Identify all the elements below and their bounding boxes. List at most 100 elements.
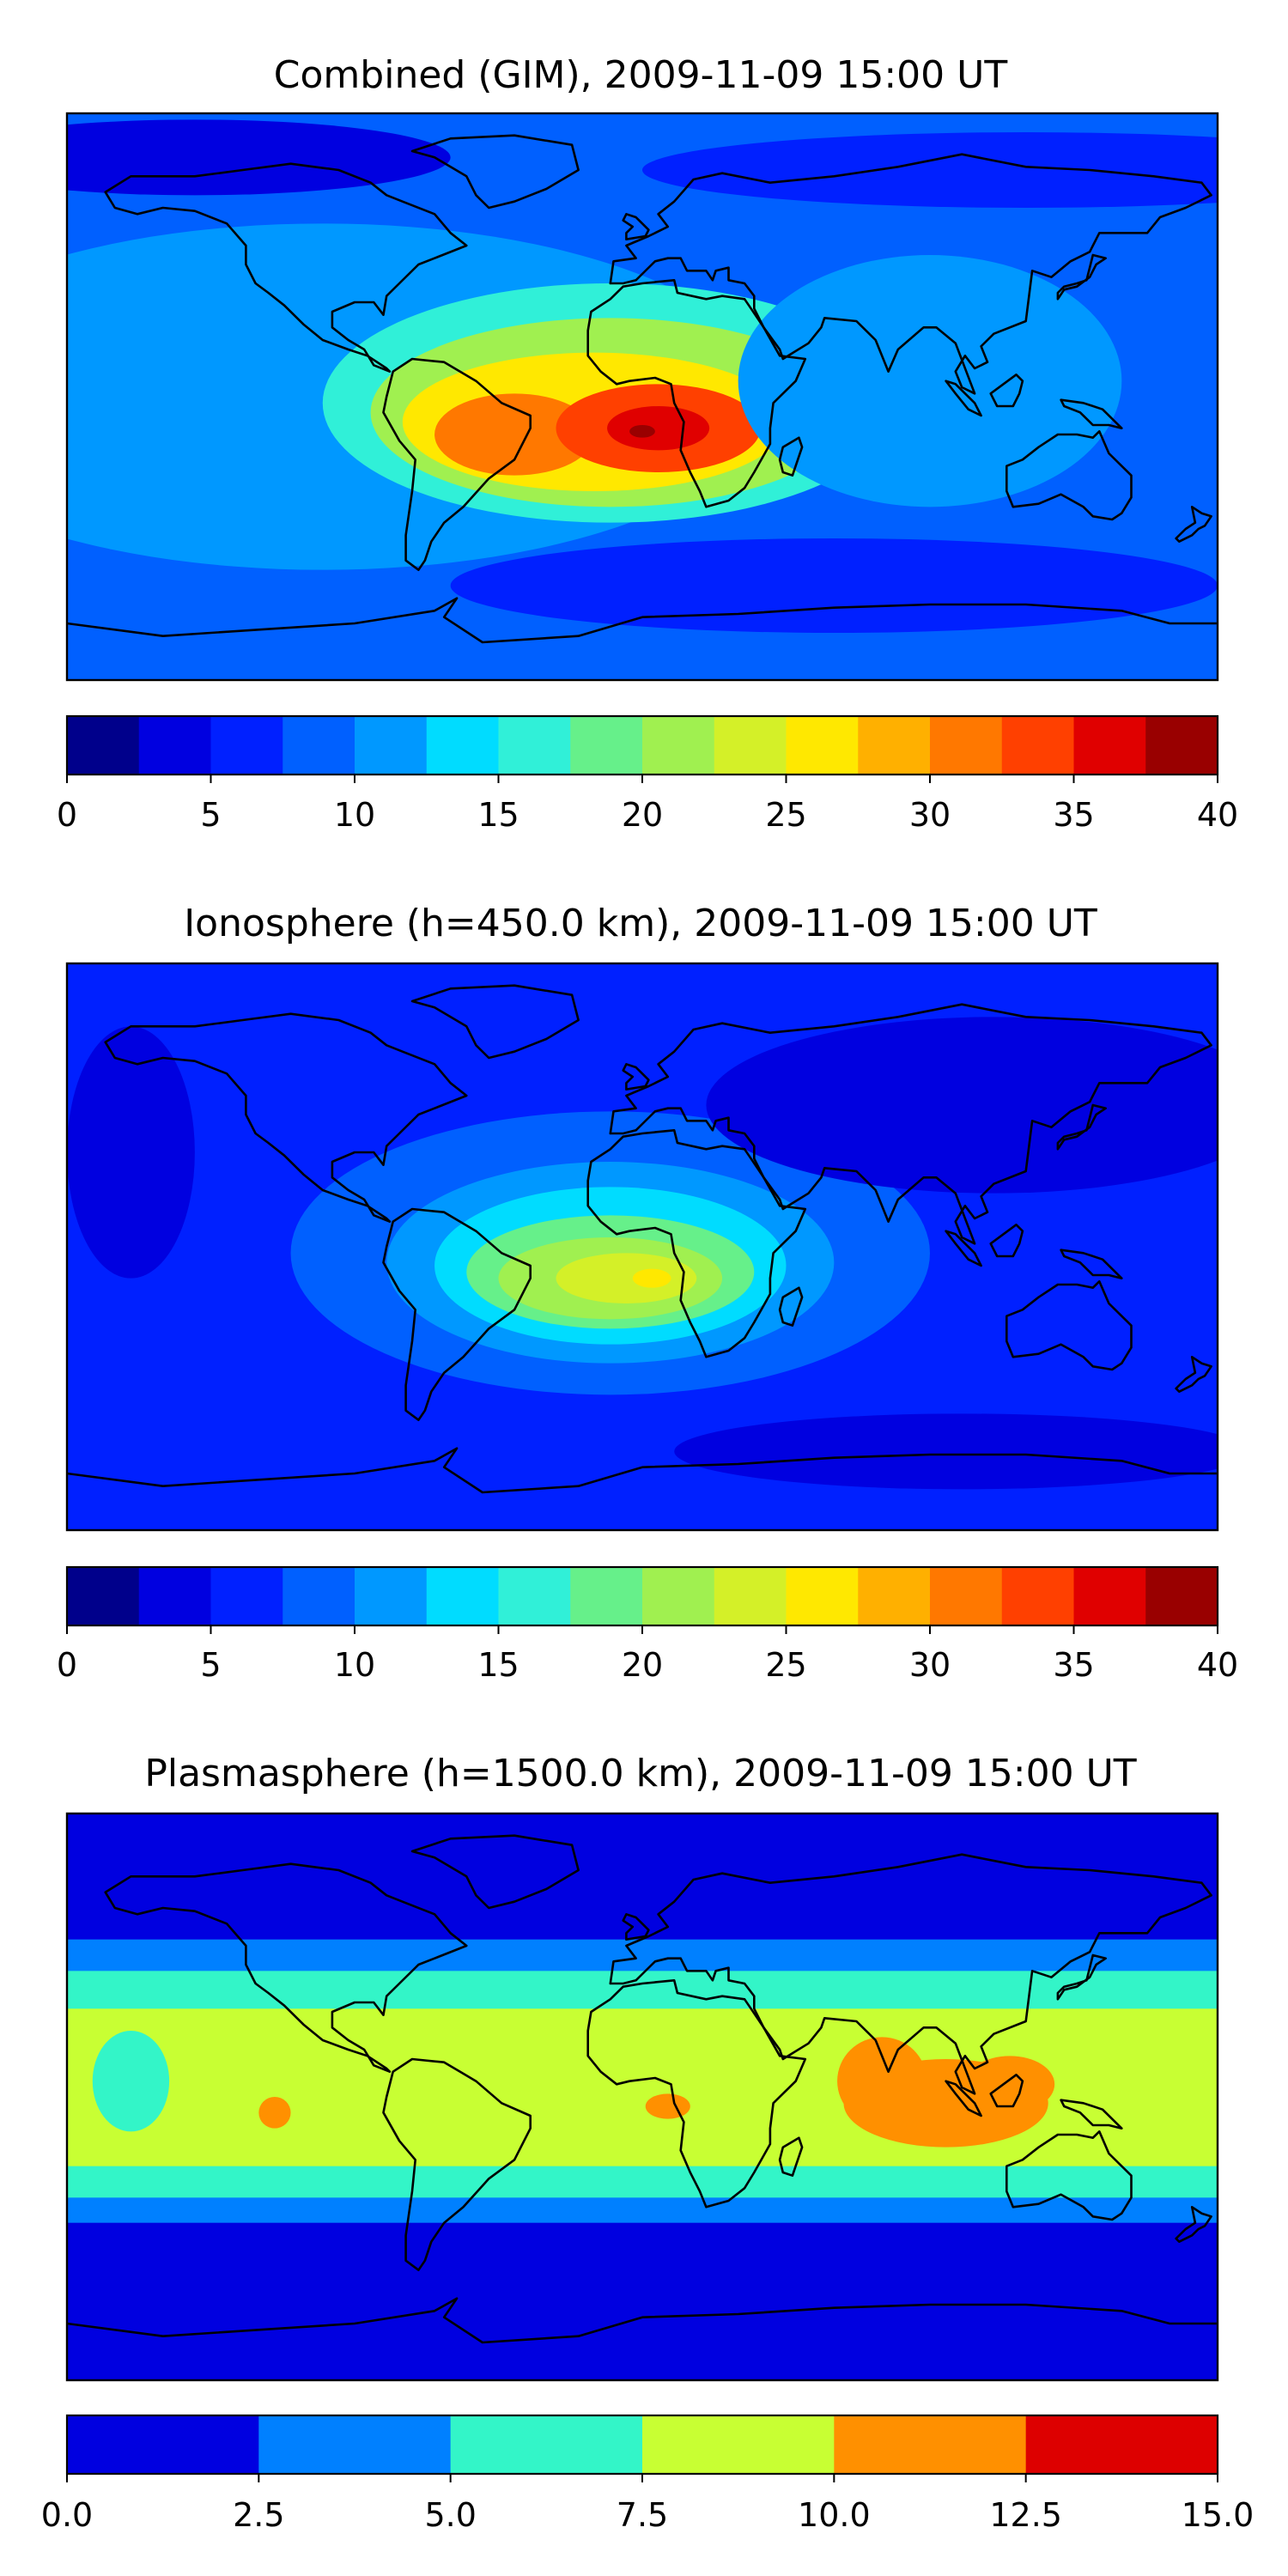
- coastline-antarctica: [67, 597, 1218, 644]
- colorbar-segment: [570, 1567, 643, 1625]
- colorbar: 0.0 2.5 5.0 7.5 10.0 12.5 15.0: [41, 2414, 1255, 2534]
- contour-level: [964, 2056, 1055, 2113]
- colorbar-segment: [858, 716, 931, 775]
- contour-level: [645, 2093, 690, 2119]
- colorbar-tick-label: 15.0: [1182, 2496, 1255, 2534]
- coastline-uk: [622, 1913, 650, 1941]
- coastline-sumatra: [945, 1230, 982, 1267]
- coastline-europe-asia: [609, 1853, 1212, 2095]
- contour-level: [629, 425, 655, 438]
- map-frame: [65, 962, 1219, 1532]
- colorbar-segment: [355, 1567, 428, 1625]
- map-plot: [65, 962, 1219, 1532]
- colorbar-segment: [426, 716, 500, 775]
- colorbar-segment: [210, 1567, 283, 1625]
- colorbar: 0 5 10 15 20 25 30 35 40: [57, 1565, 1238, 1684]
- colorbar-tick-label: 5.0: [424, 2496, 476, 2534]
- coastline-japan: [1056, 1103, 1107, 1151]
- colorbar-segment: [67, 2415, 259, 2474]
- coastline-north-america: [104, 1012, 468, 1223]
- contour-level: [258, 2097, 291, 2129]
- coastline-borneo: [989, 2074, 1024, 2108]
- colorbar-tick-label: 35: [1053, 1646, 1094, 1684]
- colorbar-segment: [930, 1567, 1003, 1625]
- contour-level: [434, 393, 595, 476]
- colorbar-segment: [450, 2415, 643, 2474]
- coastline-north-america: [104, 162, 468, 373]
- panel-title: Plasmasphere (h=1500.0 km), 2009-11-09 1…: [144, 1752, 1136, 1795]
- colorbar-segment: [498, 716, 571, 775]
- coastline-antarctica: [67, 2297, 1218, 2344]
- coastline-africa: [586, 1979, 807, 2208]
- coastline-south-america: [382, 2057, 532, 2271]
- colorbar-segment: [355, 716, 428, 775]
- colorbar-tick-label: 30: [909, 1646, 951, 1684]
- colorbar-tick-label: 15: [477, 1646, 519, 1684]
- coastline-borneo: [989, 1224, 1024, 1258]
- coastline-japan: [1056, 253, 1107, 301]
- coastline-sumatra: [945, 380, 982, 417]
- coastline-new-guinea: [1060, 2099, 1123, 2129]
- colorbar-segment: [498, 1567, 571, 1625]
- colorbar-segment: [714, 1567, 787, 1625]
- colorbar-tick-label: 40: [1197, 796, 1238, 834]
- colorbar-segment: [138, 1567, 212, 1625]
- contour-level: [607, 406, 710, 451]
- colorbar-tick-label: 12.5: [989, 2496, 1062, 2534]
- map-frame: [65, 112, 1219, 682]
- coastlines: [67, 984, 1218, 1494]
- panel-plasmasphere: Plasmasphere (h=1500.0 km), 2009-11-09 1…: [41, 1752, 1255, 2534]
- coastline-north-america: [104, 1862, 468, 2073]
- colorbar-segment: [786, 1567, 859, 1625]
- colorbar-segment: [138, 716, 212, 775]
- colorbar-segment: [210, 716, 283, 775]
- contour-level: [632, 1268, 671, 1288]
- colorbar-segment: [1001, 716, 1075, 775]
- coastline-antarctica: [67, 1447, 1218, 1494]
- colorbar-tick-label: 10: [334, 796, 375, 834]
- colorbar-tick-label: 30: [909, 796, 951, 834]
- colorbar-tick-label: 35: [1053, 796, 1094, 834]
- map-plot: [65, 112, 1219, 682]
- colorbar-segment: [1073, 716, 1146, 775]
- contour-level: [674, 1413, 1218, 1490]
- contour-level: [706, 1017, 1218, 1194]
- colorbar-segment: [786, 716, 859, 775]
- coastline-sumatra: [945, 2080, 982, 2117]
- colorbar-tick-label: 25: [765, 1646, 806, 1684]
- coastline-new-guinea: [1060, 398, 1123, 429]
- colorbar-tick-label: 20: [622, 796, 663, 834]
- coastline-greenland: [410, 984, 580, 1060]
- colorbar-tick-label: 5: [200, 796, 221, 834]
- coastline-borneo: [989, 374, 1024, 408]
- contour-level: [450, 538, 1218, 633]
- colorbar-tick-label: 10: [334, 1646, 375, 1684]
- colorbar-segment: [642, 2415, 835, 2474]
- coastlines: [67, 1834, 1218, 2344]
- coastline-new-guinea: [1060, 1249, 1123, 1279]
- colorbar-segment: [642, 716, 715, 775]
- coastline-japan: [1056, 1953, 1107, 2001]
- colorbar-segment: [1145, 1567, 1218, 1625]
- coastline-new-zealand: [1175, 2206, 1212, 2243]
- contour-field: [67, 1814, 1218, 2380]
- colorbar-tick-label: 0.0: [41, 2496, 93, 2534]
- coastline-europe-asia: [609, 153, 1212, 395]
- contour-level: [642, 132, 1218, 208]
- coastline-uk: [622, 1063, 650, 1091]
- colorbar-tick-label: 20: [622, 1646, 663, 1684]
- colorbar-tick-label: 25: [765, 796, 806, 834]
- map-plot: [65, 1812, 1219, 2382]
- coastline-madagascar: [778, 1286, 804, 1327]
- colorbar-segment: [283, 1567, 355, 1625]
- colorbar-tick-label: 7.5: [617, 2496, 668, 2534]
- coastline-madagascar: [778, 2136, 804, 2177]
- colorbar-tick-label: 0: [57, 796, 77, 834]
- contour-level: [837, 2037, 927, 2126]
- colorbar-segment: [258, 2415, 452, 2474]
- colorbar-segment: [1025, 2415, 1218, 2474]
- coastline-africa: [586, 279, 807, 508]
- colorbar-tick-label: 40: [1197, 1646, 1238, 1684]
- colorbar-segment: [858, 1567, 931, 1625]
- contour-field: [67, 963, 1218, 1530]
